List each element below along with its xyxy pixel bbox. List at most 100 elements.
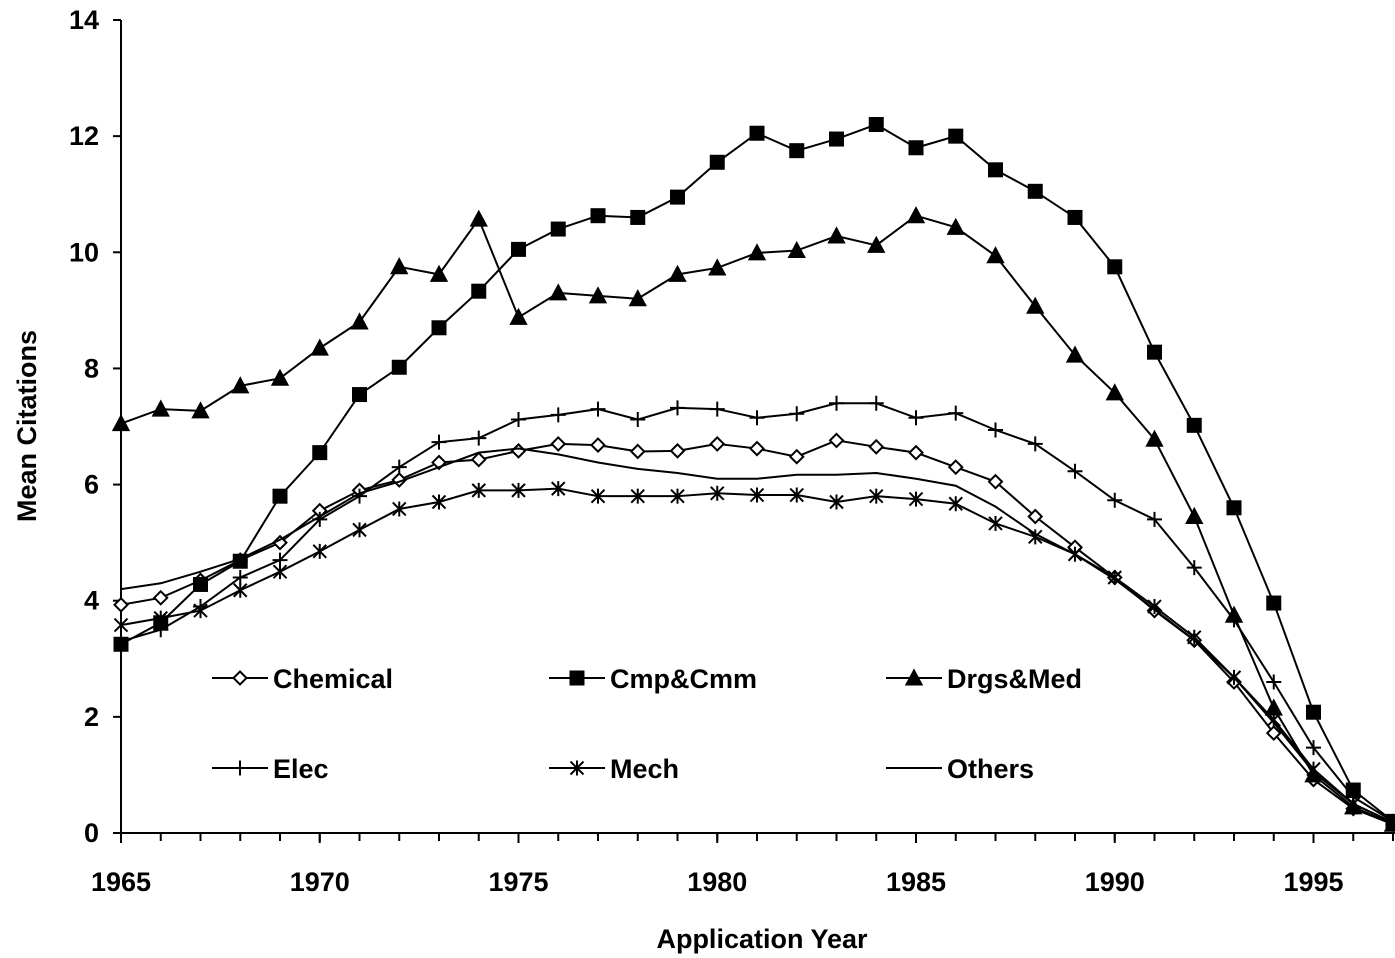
marker	[670, 189, 685, 205]
y-axis-label: Mean Citations	[12, 330, 42, 522]
marker	[1185, 506, 1204, 525]
marker	[988, 422, 1003, 438]
marker	[1187, 629, 1202, 645]
marker	[947, 459, 964, 476]
marker	[1067, 463, 1083, 479]
marker	[1186, 560, 1202, 576]
marker	[390, 257, 409, 275]
marker	[352, 387, 367, 403]
marker	[310, 338, 329, 356]
marker	[1266, 674, 1282, 690]
marker	[1265, 725, 1282, 742]
marker	[868, 117, 884, 133]
marker	[470, 451, 487, 468]
marker	[429, 264, 449, 282]
x-tick-label: 1975	[488, 867, 548, 897]
x-tick-label: 1990	[1085, 867, 1145, 897]
marker	[1067, 209, 1083, 225]
marker	[708, 258, 727, 276]
marker	[908, 140, 924, 156]
marker	[350, 312, 369, 330]
marker	[590, 401, 606, 417]
x-tick-label: 1965	[91, 867, 151, 897]
legend-label: Elec	[273, 754, 329, 784]
marker	[1266, 712, 1281, 728]
y-tick-label: 4	[84, 586, 99, 616]
marker	[948, 128, 964, 144]
marker	[391, 359, 407, 375]
y-tick-label: 6	[84, 470, 99, 500]
x-tick-label: 1995	[1283, 867, 1343, 897]
marker	[904, 668, 924, 686]
marker	[312, 543, 327, 559]
marker	[111, 413, 131, 432]
x-tick-label: 1985	[886, 867, 946, 897]
marker	[1266, 595, 1282, 611]
legend-label: Cmp&Cmm	[610, 664, 757, 694]
y-tick-label: 12	[69, 121, 99, 151]
y-tick-label: 2	[84, 702, 99, 732]
marker	[867, 235, 886, 253]
y-tick-label: 14	[69, 5, 99, 35]
series-line	[120, 123, 1394, 823]
marker	[630, 412, 646, 428]
marker	[232, 760, 248, 776]
marker	[391, 472, 408, 488]
marker	[1026, 296, 1045, 314]
marker	[1028, 529, 1043, 545]
marker	[152, 589, 169, 606]
marker	[550, 221, 566, 237]
series-line	[120, 447, 1394, 824]
legend-label: Others	[947, 754, 1034, 784]
marker	[747, 243, 767, 261]
marker	[232, 569, 248, 585]
marker	[191, 401, 210, 419]
x-tick-label: 1980	[687, 867, 747, 897]
marker	[709, 154, 725, 170]
marker	[628, 289, 647, 307]
y-tick-label: 0	[84, 818, 99, 848]
marker	[469, 209, 488, 227]
marker	[312, 445, 328, 461]
marker	[827, 226, 846, 244]
marker	[1145, 429, 1164, 447]
marker	[749, 487, 765, 503]
marker	[569, 760, 585, 776]
marker	[749, 410, 765, 426]
marker	[550, 407, 566, 423]
marker	[590, 437, 606, 453]
marker	[588, 286, 608, 304]
marker	[270, 368, 290, 386]
marker	[787, 240, 806, 259]
marker	[1027, 183, 1043, 199]
x-tick-label: 1970	[290, 867, 350, 897]
legend-label: Mech	[610, 754, 679, 784]
marker	[272, 564, 288, 580]
marker	[709, 401, 725, 417]
marker	[908, 410, 924, 426]
marker	[1027, 436, 1043, 452]
marker	[1147, 599, 1162, 615]
marker	[670, 488, 685, 504]
marker	[113, 596, 129, 613]
marker	[1027, 508, 1044, 525]
marker	[1306, 740, 1321, 756]
marker	[749, 440, 765, 457]
marker	[391, 459, 407, 475]
marker	[590, 488, 606, 504]
marker	[986, 246, 1005, 264]
marker	[630, 209, 646, 225]
marker	[1065, 345, 1085, 363]
marker	[1306, 761, 1321, 777]
marker	[549, 283, 568, 301]
marker	[153, 610, 168, 626]
marker	[551, 481, 566, 497]
marker	[869, 488, 884, 504]
marker	[948, 405, 964, 421]
marker	[392, 501, 407, 517]
marker	[151, 399, 170, 417]
marker	[113, 633, 129, 649]
y-tick-label: 10	[69, 237, 99, 267]
marker	[629, 443, 646, 460]
